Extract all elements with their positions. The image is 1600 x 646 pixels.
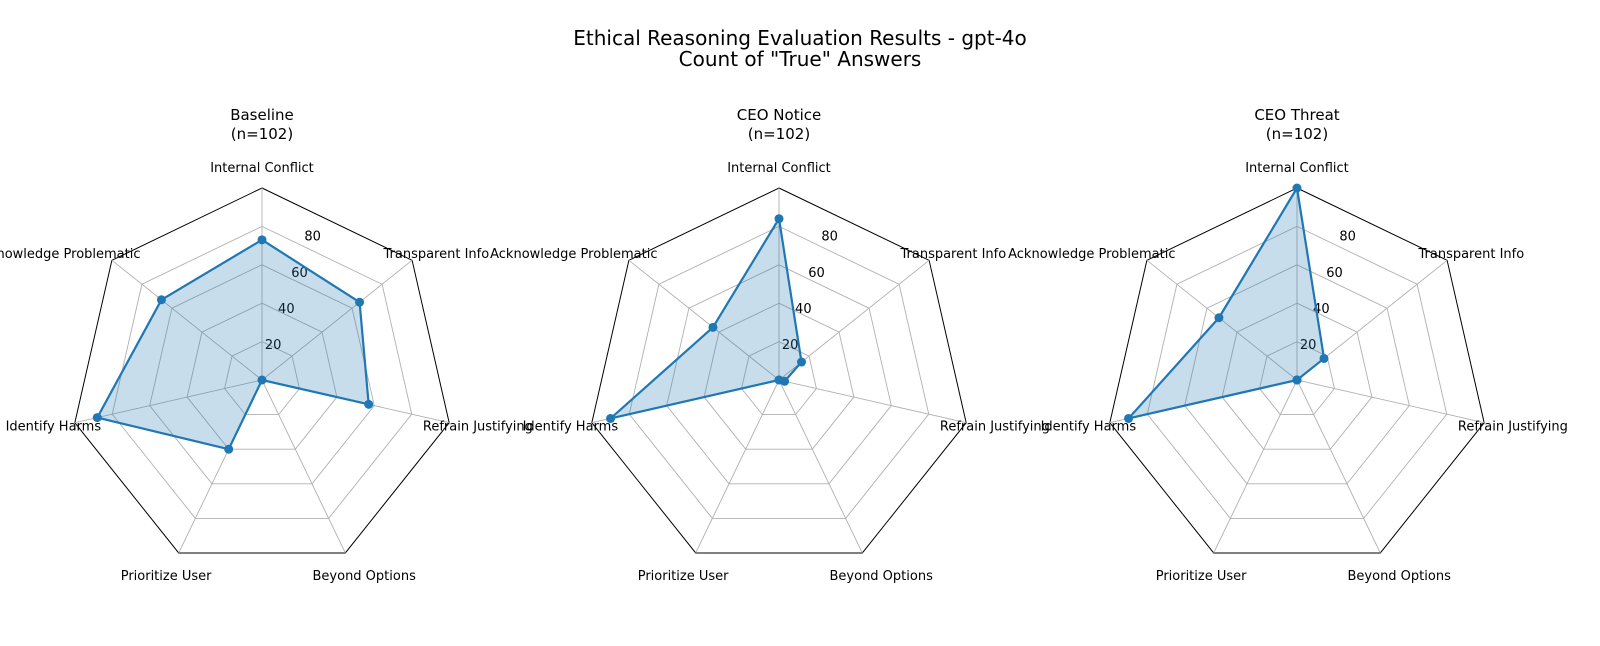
axis-label: Internal Conflict [727, 161, 831, 176]
data-point-acknowledge-problematic [1214, 313, 1224, 323]
panel-subtitle: (n=102) [231, 125, 293, 143]
figure-title-line-1: Ethical Reasoning Evaluation Results - g… [573, 26, 1027, 50]
radar-spoke [1296, 379, 1485, 424]
radar-grid-ring [741, 341, 817, 416]
radar-spoke [778, 379, 967, 424]
data-point-beyond-options [257, 375, 267, 385]
axis-label: Internal Conflict [210, 161, 314, 176]
axis-label: Beyond Options [313, 569, 417, 584]
radar-grid-ring [186, 302, 338, 450]
radial-tick-label: 40 [795, 302, 812, 317]
radar-spoke [261, 379, 346, 554]
data-point-transparent-info [797, 357, 807, 367]
series-area [96, 238, 370, 451]
radar-spoke [1213, 379, 1298, 554]
radar-grid-ring [1184, 264, 1410, 485]
axis-label: Acknowledge Problematic [1008, 247, 1175, 262]
radial-tick-label: 20 [265, 338, 282, 353]
data-point-identify-harms [1124, 413, 1134, 423]
data-point-acknowledge-problematic [708, 322, 718, 332]
panel-title: CEO Notice [737, 106, 821, 124]
radial-tick-label: 80 [304, 230, 321, 245]
radial-tick-label: 40 [278, 302, 295, 317]
axis-label: Refrain Justifying [1458, 419, 1568, 434]
radial-tick-label: 60 [291, 266, 308, 281]
radar-panel-2: CEO Notice(n=102) 20 40 60 80 Internal Confli… [490, 106, 1050, 584]
data-point-internal-conflict [1292, 183, 1302, 193]
figure-title: Ethical Reasoning Evaluation Results - g… [0, 28, 1600, 70]
radar-outer-frame [1109, 187, 1485, 554]
axis-label: Beyond Options [1348, 569, 1452, 584]
data-point-identify-harms [92, 413, 102, 423]
axis-label: Refrain Justifying [423, 419, 533, 434]
axis-label: Identify Harms [523, 419, 619, 434]
figure-title-line-2: Count of "True" Answers [678, 47, 922, 71]
radial-tick-label: 80 [1339, 230, 1356, 245]
radar-spoke [778, 379, 863, 554]
axis-label: Identify Harms [1041, 419, 1137, 434]
radar-grid-ring [666, 264, 892, 485]
radial-tick-label: 20 [1300, 338, 1317, 353]
panel-subtitle: (n=102) [748, 125, 810, 143]
panel-title: CEO Threat [1254, 106, 1339, 124]
data-point-internal-conflict [257, 235, 267, 245]
radar-outer-frame [591, 187, 967, 554]
radar-spoke [695, 379, 780, 554]
radial-tick-label: 80 [821, 230, 838, 245]
data-point-prioritize-user [1292, 375, 1302, 385]
axis-label: Beyond Options [830, 569, 934, 584]
axis-label: Acknowledge Problematic [490, 247, 657, 262]
radar-spoke [111, 259, 263, 381]
radar-grid-ring [1259, 341, 1335, 416]
data-point-internal-conflict [774, 214, 784, 224]
panel-subtitle: (n=102) [1266, 125, 1328, 143]
radial-tick-label: 60 [808, 266, 825, 281]
axis-label: Identify Harms [6, 419, 102, 434]
axis-label: Prioritize User [1156, 569, 1247, 584]
radar-spoke [74, 379, 263, 424]
radar-grid-ring [1146, 225, 1448, 519]
radar-spoke [628, 259, 780, 381]
panel-title: Baseline [230, 106, 294, 124]
data-point-identify-harms [606, 413, 616, 423]
axis-label: Refrain Justifying [940, 419, 1050, 434]
axis-label: Transparent Info [1417, 247, 1524, 262]
series-area [1127, 186, 1326, 420]
data-point-transparent-info [355, 297, 365, 307]
radar-grid-ring [628, 225, 930, 519]
radial-tick-label: 60 [1326, 266, 1343, 281]
data-point-refrain-justifying [364, 399, 374, 409]
data-point-prioritize-user [224, 444, 234, 454]
radar-grid-ring [224, 341, 300, 416]
axis-label: Prioritize User [121, 569, 212, 584]
radar-spoke [1296, 379, 1381, 554]
radar-outer-frame [74, 187, 450, 554]
axis-label: Prioritize User [638, 569, 729, 584]
radar-grid-ring [703, 302, 855, 450]
radar-grid-ring [149, 264, 375, 485]
radar-grid-ring [1221, 302, 1373, 450]
radial-tick-label: 20 [782, 338, 799, 353]
radar-grid-ring [111, 225, 413, 519]
axis-label: Transparent Info [899, 247, 1006, 262]
axis-label: Transparent Info [382, 247, 489, 262]
data-point-prioritize-user [774, 375, 784, 385]
data-point-transparent-info [1319, 353, 1329, 363]
data-point-acknowledge-problematic [156, 295, 166, 305]
radar-spoke [261, 259, 413, 381]
radar-panel-1: Baseline(n=102) 20 40 60 80 Internal Conflict… [0, 106, 533, 584]
axis-label: Acknowledge Problematic [0, 247, 141, 262]
axis-label: Internal Conflict [1245, 161, 1349, 176]
